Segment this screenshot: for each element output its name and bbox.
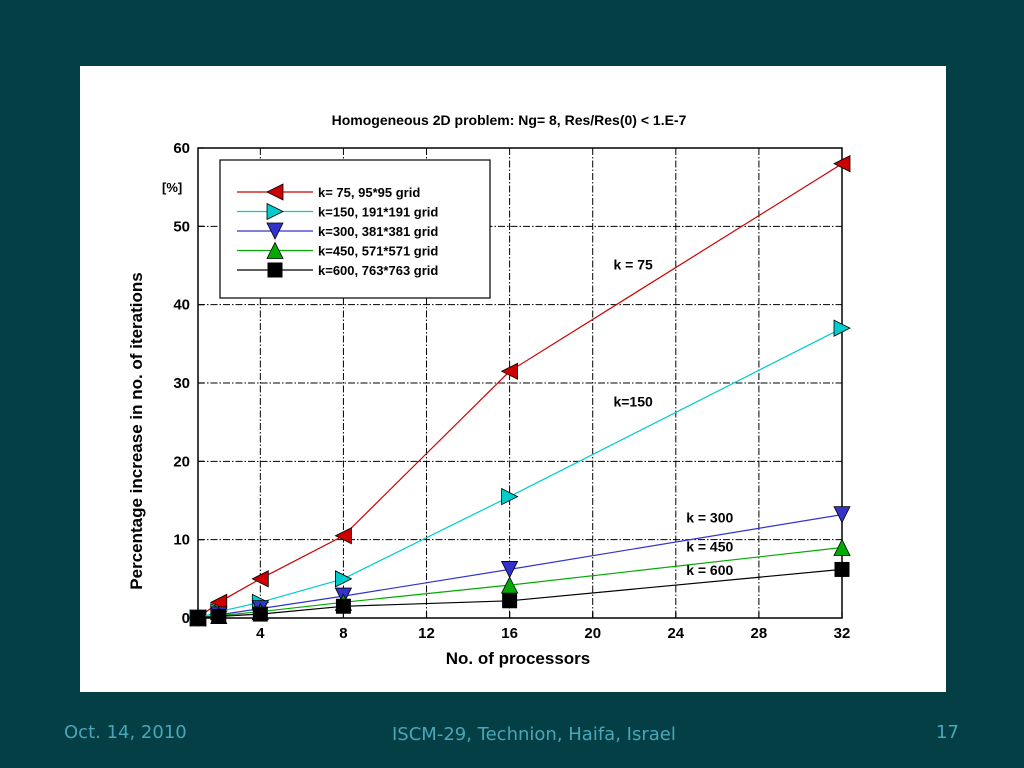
legend-marker: [266, 202, 284, 221]
series-line: [197, 514, 843, 619]
y-tick-label: 10: [173, 532, 190, 549]
y-tick-label: 50: [173, 218, 190, 235]
series-layer: [189, 155, 851, 627]
chart: Homogeneous 2D problem: Ng= 8, Res/Res(0…: [127, 112, 851, 668]
legend-box: [219, 159, 491, 299]
x-tick-label: 28: [751, 625, 768, 642]
data-point: [500, 362, 519, 380]
y-tick-label: 60: [173, 140, 190, 157]
x-tick-label: 8: [339, 625, 347, 642]
legend-marker: [266, 222, 284, 240]
data-point: [335, 598, 351, 614]
series-annotation: k = 75: [613, 256, 653, 272]
axis-ticks: 4 8 12 16 20 24 28 32 0 10 20 30 40 50 60: [173, 140, 850, 642]
data-point: [209, 593, 228, 611]
y-unit-label: [%]: [162, 180, 182, 195]
x-tick-label: 12: [418, 625, 435, 642]
series-line: [197, 546, 843, 619]
x-tick-label: 16: [501, 625, 518, 642]
data-point: [502, 593, 518, 609]
data-point: [833, 538, 851, 556]
y-axis-label: Percentage increase in no. of iterations: [127, 272, 146, 589]
legend-label: k=450, 571*571 grid: [318, 244, 438, 259]
footer-venue: ISCM-29, Technion, Haifa, Israel: [392, 724, 676, 745]
data-point: [252, 606, 268, 622]
series-1: [189, 155, 851, 627]
series-4: [189, 538, 851, 627]
data-point: [251, 570, 269, 588]
data-point: [335, 570, 353, 588]
legend-marker: [266, 241, 284, 259]
series-annotation: k = 300: [686, 509, 733, 525]
y-tick-label: 40: [173, 297, 190, 314]
legend-label: k=150, 191*191 grid: [318, 205, 438, 220]
y-tick-label: 30: [173, 375, 190, 392]
series-2: [189, 319, 851, 627]
data-point: [334, 527, 352, 545]
legend-marker: [266, 183, 284, 201]
data-point: [500, 576, 519, 594]
chart-panel: Homogeneous 2D problem: Ng= 8, Res/Res(0…: [80, 66, 946, 692]
footer-page-number: 17: [936, 722, 959, 743]
series-annotation: k=150: [613, 394, 653, 410]
legend: k= 75, 95*95 grid k=150, 191*191 grid k=30…: [219, 159, 491, 299]
series-annotation: k = 600: [686, 562, 733, 578]
data-point: [834, 561, 850, 577]
y-tick-label: 0: [182, 610, 190, 627]
legend-label: k=600, 763*763 grid: [318, 263, 438, 278]
y-tick-label: 20: [173, 453, 190, 470]
chart-title: Homogeneous 2D problem: Ng= 8, Res/Res(0…: [332, 112, 687, 128]
annotation-layer: k = 75 k=150 k = 300 k = 450 k = 600: [613, 256, 733, 578]
data-point: [211, 608, 227, 624]
data-point: [833, 319, 851, 337]
x-tick-label: 24: [667, 625, 684, 642]
x-tick-label: 32: [834, 625, 851, 642]
legend-label: k= 75, 95*95 grid: [318, 185, 420, 200]
data-point: [190, 610, 206, 626]
data-point: [501, 487, 519, 506]
x-tick-label: 20: [584, 625, 601, 642]
legend-marker: [267, 262, 283, 278]
series-annotation: k = 450: [686, 538, 733, 554]
data-point: [833, 506, 851, 524]
data-point: [500, 561, 519, 579]
series-line: [197, 568, 843, 619]
series-5: [190, 561, 850, 626]
footer-date: Oct. 14, 2010: [64, 722, 187, 743]
x-tick-label: 4: [256, 625, 265, 642]
x-axis-label: No. of processors: [446, 649, 591, 668]
legend-label: k=300, 381*381 grid: [318, 224, 438, 239]
series-line: [197, 327, 843, 619]
data-point: [833, 155, 851, 173]
